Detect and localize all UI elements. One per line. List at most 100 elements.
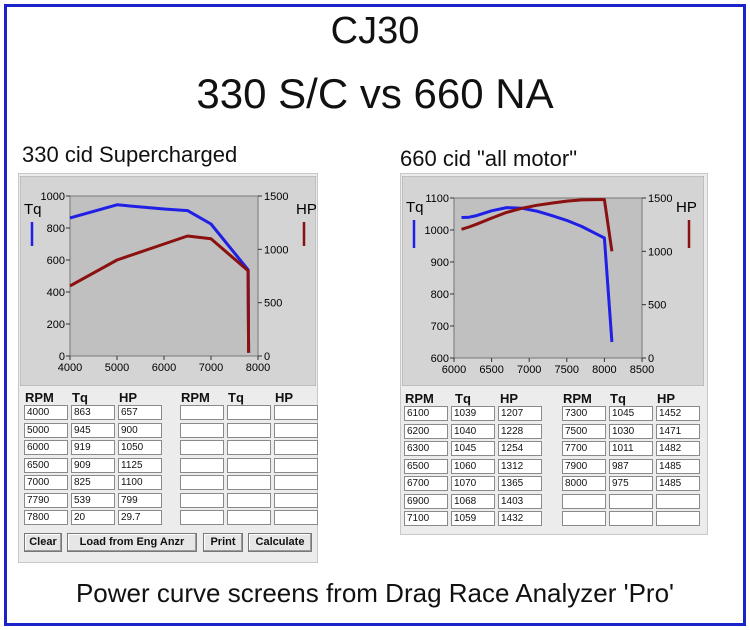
left-table-a-cell-r4-c2[interactable]: 909	[71, 457, 115, 473]
left-table-b-cell-r6-c3[interactable]	[274, 492, 318, 508]
right-table-a-cell-r3-c2[interactable]: 1045	[451, 441, 495, 456]
left-table-a-cell-r1-c1[interactable]: 4000	[24, 405, 68, 420]
right-table-b-cell-r2-c3[interactable]: 1471	[656, 423, 700, 439]
c1-y-left-tick-label: 600	[431, 353, 449, 365]
left-table-a-cell-r7-c1[interactable]: 7800	[24, 510, 68, 525]
left-table-b-cell-r5-c1[interactable]	[180, 475, 224, 490]
right-table-a-cell-r2-c2[interactable]: 1040	[451, 423, 495, 439]
right-hp-axis-label: HP	[676, 199, 697, 216]
left-table-a-cell-r3-c3[interactable]: 1050	[118, 440, 162, 455]
right-table-b-cell-r4-c3[interactable]: 1485	[656, 458, 700, 474]
right-table-a-cell-r5-c2[interactable]: 1070	[451, 476, 495, 491]
c0-y-left-tick-label: 200	[47, 319, 65, 331]
right-table-b-cell-r6-c1[interactable]	[562, 493, 606, 509]
left-table-a-cell-r7-c3[interactable]: 29.7	[118, 510, 162, 525]
right-table-a-cell-r3-c1[interactable]: 6300	[404, 441, 448, 456]
right-table-b-cell-r7-c3[interactable]	[656, 511, 700, 526]
left-table-a-cell-r7-c2[interactable]: 20	[71, 510, 115, 525]
c1-y-left-tick-label: 900	[431, 257, 449, 269]
right-table-a-cell-r7-c1[interactable]: 7100	[404, 511, 448, 526]
left-table-b-cell-r4-c2[interactable]	[227, 457, 271, 473]
right-table-a-cell-r3-c3[interactable]: 1254	[498, 441, 542, 456]
calculate-button[interactable]: Calculate	[248, 533, 312, 552]
left-table-b-cell-r5-c2[interactable]	[227, 475, 271, 490]
right-table-b-cell-r1-c2[interactable]: 1045	[609, 406, 653, 421]
right-table-a-cell-r7-c3[interactable]: 1432	[498, 511, 542, 526]
c0-x-tick-label: 4000	[58, 362, 82, 374]
left-table-a-cell-r2-c3[interactable]: 900	[118, 422, 162, 438]
left-table-b-cell-r1-c1[interactable]	[180, 405, 224, 420]
right-table-a-cell-r1-c3[interactable]: 1207	[498, 406, 542, 421]
left-table-b-cell-r3-c1[interactable]	[180, 440, 224, 455]
left-table-a-cell-r5-c1[interactable]: 7000	[24, 475, 68, 490]
left-table-a-cell-r3-c1[interactable]: 6000	[24, 440, 68, 455]
right-table-b-cell-r4-c2[interactable]: 987	[609, 458, 653, 474]
right-table-b-cell-r5-c3[interactable]: 1485	[656, 476, 700, 491]
print-button[interactable]: Print	[203, 533, 243, 552]
left-table-a-cell-r6-c1[interactable]: 7790	[24, 492, 68, 508]
right-table-a-cell-r1-c2[interactable]: 1039	[451, 406, 495, 421]
left-table-b-cell-r1-c3[interactable]	[274, 405, 318, 420]
right-table-b-cell-r6-c2[interactable]	[609, 493, 653, 509]
left-table-b-cell-r3-c3[interactable]	[274, 440, 318, 455]
right-table-a-cell-r4-c3[interactable]: 1312	[498, 458, 542, 474]
right-table-b-cell-r6-c3[interactable]	[656, 493, 700, 509]
left-table-a-cell-r2-c2[interactable]: 945	[71, 422, 115, 438]
right-table-a-cell-r6-c1[interactable]: 6900	[404, 493, 448, 509]
left-table-b-cell-r4-c1[interactable]	[180, 457, 224, 473]
left-table-a-cell-r4-c1[interactable]: 6500	[24, 457, 68, 473]
left-table-b-cell-r2-c1[interactable]	[180, 422, 224, 438]
right-table-a-cell-r1-c1[interactable]: 6100	[404, 406, 448, 421]
left-header-hp-1: HP	[119, 390, 138, 405]
right-table-b-cell-r2-c2[interactable]: 1030	[609, 423, 653, 439]
c1-hp-series-line	[461, 198, 614, 252]
left-table-b-cell-r7-c2[interactable]	[227, 510, 271, 525]
left-table-a-cell-r6-c3[interactable]: 799	[118, 492, 162, 508]
right-table-b-cell-r3-c3[interactable]: 1482	[656, 441, 700, 456]
right-table-b-cell-r4-c1[interactable]: 7900	[562, 458, 606, 474]
right-table-a-cell-r4-c1[interactable]: 6500	[404, 458, 448, 474]
right-table-b-cell-r5-c2[interactable]: 975	[609, 476, 653, 491]
left-table-a-cell-r4-c3[interactable]: 1125	[118, 457, 162, 473]
left-table-b-cell-r6-c2[interactable]	[227, 492, 271, 508]
left-header-tq-2: Tq	[228, 390, 244, 405]
right-table-b-cell-r1-c3[interactable]: 1452	[656, 406, 700, 421]
c0-y-left-tick-label: 400	[47, 287, 65, 299]
right-table-b-cell-r3-c1[interactable]: 7700	[562, 441, 606, 456]
right-table-a-cell-r6-c3[interactable]: 1403	[498, 493, 542, 509]
left-table-a-cell-r5-c2[interactable]: 825	[71, 475, 115, 490]
left-table-a-cell-r3-c2[interactable]: 919	[71, 440, 115, 455]
right-table-a-cell-r6-c2[interactable]: 1068	[451, 493, 495, 509]
c0-y-right-tick-label: 0	[264, 351, 270, 363]
right-table-a-cell-r7-c2[interactable]: 1059	[451, 511, 495, 526]
left-table-a-cell-r1-c2[interactable]: 863	[71, 405, 115, 420]
left-table-b-cell-r2-c2[interactable]	[227, 422, 271, 438]
left-table-b-cell-r2-c3[interactable]	[274, 422, 318, 438]
right-table-b-cell-r2-c1[interactable]: 7500	[562, 423, 606, 439]
right-table-a-cell-r2-c1[interactable]: 6200	[404, 423, 448, 439]
left-table-a-cell-r6-c2[interactable]: 539	[71, 492, 115, 508]
right-table-b-cell-r1-c1[interactable]: 7300	[562, 406, 606, 421]
clear-button[interactable]: Clear	[24, 533, 62, 552]
right-table-b-cell-r7-c2[interactable]	[609, 511, 653, 526]
right-table-a-cell-r5-c3[interactable]: 1365	[498, 476, 542, 491]
right-table-b-cell-r7-c1[interactable]	[562, 511, 606, 526]
left-table-a-cell-r2-c1[interactable]: 5000	[24, 422, 68, 438]
right-header-tq-2: Tq	[610, 391, 626, 406]
left-table-b-cell-r7-c3[interactable]	[274, 510, 318, 525]
right-table-a-cell-r5-c1[interactable]: 6700	[404, 476, 448, 491]
right-table-a-cell-r2-c3[interactable]: 1228	[498, 423, 542, 439]
left-table-a-cell-r1-c3[interactable]: 657	[118, 405, 162, 420]
left-table-b-cell-r5-c3[interactable]	[274, 475, 318, 490]
left-table-b-cell-r7-c1[interactable]	[180, 510, 224, 525]
right-table-b-cell-r5-c1[interactable]: 8000	[562, 476, 606, 491]
left-table-a-cell-r5-c3[interactable]: 1100	[118, 475, 162, 490]
left-table-b-cell-r6-c1[interactable]	[180, 492, 224, 508]
left-table-b-cell-r3-c2[interactable]	[227, 440, 271, 455]
left-table-b-cell-r4-c3[interactable]	[274, 457, 318, 473]
right-table-a-cell-r4-c2[interactable]: 1060	[451, 458, 495, 474]
right-table-b-cell-r3-c2[interactable]: 1011	[609, 441, 653, 456]
left-chart-subtitle: 330 cid Supercharged	[22, 142, 238, 167]
load-from-eng-anzr-button[interactable]: Load from Eng Anzr	[67, 533, 197, 552]
left-table-b-cell-r1-c2[interactable]	[227, 405, 271, 420]
